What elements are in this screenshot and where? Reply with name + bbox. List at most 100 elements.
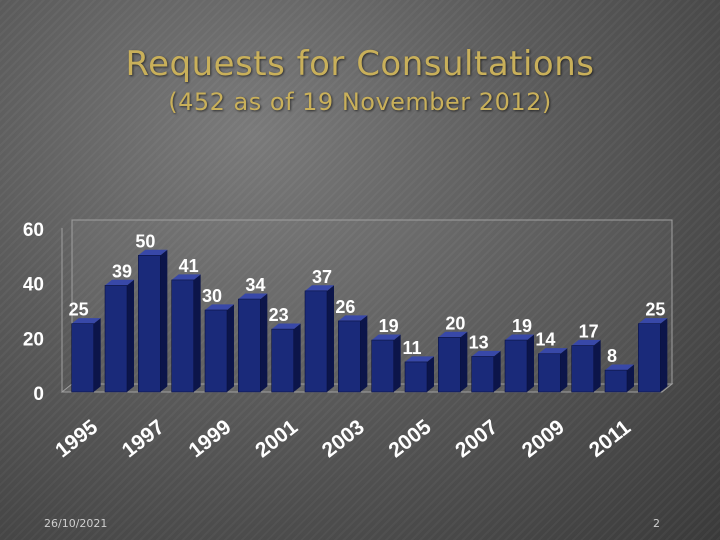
bar-front (504, 339, 528, 393)
data-label: 34 (245, 275, 265, 295)
x-tick-label: 2011 (585, 416, 635, 462)
data-label: 23 (269, 305, 289, 325)
bar-top (171, 274, 201, 280)
slide-subtitle: (452 as of 19 November 2012) (168, 88, 552, 116)
bar-front (638, 323, 661, 393)
data-label: 13 (469, 332, 489, 352)
bar-front (71, 323, 94, 393)
data-label: 11 (402, 338, 421, 358)
data-label: 25 (645, 300, 665, 320)
bar-front (338, 320, 361, 393)
bar-front (204, 309, 228, 393)
bar-top (371, 334, 401, 341)
bar (271, 323, 301, 393)
x-tick-label: 2007 (451, 415, 502, 462)
bar-top (438, 331, 468, 338)
data-label: 19 (512, 316, 532, 336)
bar (504, 334, 534, 393)
data-label: 8 (607, 346, 617, 366)
bar-front (538, 353, 561, 393)
bar-front (171, 279, 194, 393)
data-label: 17 (579, 322, 599, 342)
data-label: 41 (179, 256, 199, 276)
bar-side (160, 249, 168, 392)
data-label: 20 (445, 313, 465, 333)
y-tick-label: 60 (23, 220, 44, 241)
bar-front (404, 361, 428, 393)
data-label: 39 (112, 261, 132, 281)
bar-front (271, 328, 294, 393)
bar-top (105, 279, 134, 286)
y-tick-label: 40 (23, 275, 44, 296)
x-tick-label: 2001 (251, 415, 302, 462)
bar-top (538, 348, 568, 354)
y-axis-ticks: 0 20 40 60 (23, 220, 44, 405)
bar (438, 331, 468, 393)
bar-side (327, 285, 334, 392)
data-label: 25 (69, 300, 89, 320)
bar-front (438, 337, 461, 393)
bar-side (493, 350, 501, 392)
y-tick-label: 0 (33, 384, 44, 405)
bar-top (605, 364, 634, 371)
bar-top (305, 285, 334, 291)
bar (471, 350, 501, 393)
bar (71, 318, 101, 393)
bar-side (227, 304, 234, 392)
data-label: 14 (535, 330, 555, 350)
x-axis-ticks: 1995 1997 1999 2001 2003 2005 2007 2009 2011 (51, 415, 635, 462)
y-tick-label: 20 (23, 329, 44, 350)
data-label: 37 (312, 267, 332, 287)
x-tick-label: 1997 (118, 415, 169, 462)
bar-front (238, 298, 261, 393)
slide-title: Requests for Consultations (125, 44, 595, 84)
bars (71, 249, 668, 393)
bar-top (71, 318, 101, 324)
bar-top (638, 318, 668, 324)
bar-side (193, 274, 201, 392)
bar (338, 315, 368, 393)
x-tick-label: 1995 (51, 415, 102, 462)
x-tick-label: 1999 (185, 415, 236, 462)
bar-side (360, 315, 368, 392)
bar-front (471, 356, 494, 393)
bar-front (371, 339, 394, 393)
bar (604, 364, 634, 393)
bar (204, 304, 234, 393)
bar (138, 249, 168, 393)
bar (171, 274, 201, 393)
bar-side (460, 331, 468, 392)
x-tick-label: 2005 (385, 415, 436, 462)
x-tick-label: 2003 (318, 415, 369, 462)
data-label: 26 (335, 297, 355, 317)
page-number: 2 (653, 517, 660, 530)
bar-top (571, 339, 601, 346)
x-tick-label: 2009 (518, 415, 569, 462)
bar-top (238, 293, 268, 300)
bar (104, 279, 134, 393)
data-label: 30 (202, 286, 222, 306)
bar-side (560, 348, 568, 392)
bar (571, 339, 601, 393)
bar-front (104, 285, 128, 393)
bar (371, 334, 401, 393)
bar-side (260, 293, 268, 392)
bar (238, 293, 268, 393)
bar-side (293, 323, 301, 392)
bar-top (471, 350, 501, 357)
bar-side (527, 334, 534, 392)
bar-top (338, 315, 368, 321)
bar-top (138, 249, 168, 256)
bar (304, 285, 334, 393)
footer-date: 26/10/2021 (44, 517, 108, 530)
data-label: 50 (135, 231, 155, 251)
bar-front (571, 345, 594, 393)
bar (638, 318, 668, 393)
bar (404, 356, 434, 393)
bar (538, 348, 568, 393)
bar-side (393, 334, 401, 392)
bar-side (593, 339, 601, 392)
bar-top (505, 334, 534, 341)
